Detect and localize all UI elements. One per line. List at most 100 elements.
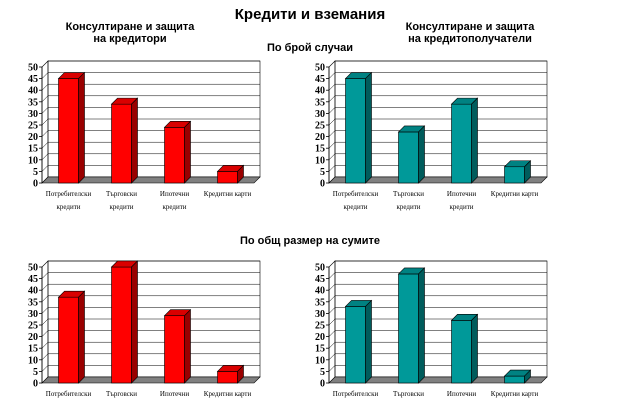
- bar-front: [504, 166, 525, 184]
- bar-front: [58, 296, 79, 384]
- bar-front: [504, 375, 525, 384]
- bar-side: [237, 364, 244, 384]
- bar-side: [237, 164, 244, 184]
- y-tick-label: 0: [320, 379, 325, 390]
- bar: [397, 125, 426, 184]
- bar: [503, 369, 532, 384]
- bar-front: [398, 131, 419, 184]
- y-tick-label: 10: [315, 155, 325, 166]
- gridline-side: [41, 165, 49, 172]
- sum-subtitle: По общ размер на сумите: [239, 235, 381, 247]
- x-tick-label: Кредитни карти: [204, 190, 252, 198]
- gridline-side: [328, 118, 336, 126]
- bar: [397, 267, 426, 384]
- gridline-side: [328, 130, 336, 137]
- bar-side: [184, 120, 191, 184]
- bar-front: [111, 266, 132, 384]
- gridline-side: [41, 95, 49, 102]
- bar-front: [111, 103, 132, 184]
- y-tick-label: 15: [28, 344, 38, 355]
- gridline-side: [41, 342, 49, 349]
- y-tick-label: 5: [33, 167, 38, 178]
- bar: [450, 313, 479, 384]
- gridline-side: [41, 330, 49, 337]
- y-tick-label: 40: [28, 286, 38, 297]
- y-tick-label: 25: [28, 121, 38, 132]
- x-tick-label: Търговски: [393, 390, 424, 398]
- x-tick-label: кредити: [396, 203, 420, 211]
- gridline-side: [328, 142, 336, 149]
- bar-front: [345, 306, 366, 384]
- bar-side: [131, 260, 138, 384]
- bar-front: [164, 315, 185, 384]
- y-tick-label: 40: [315, 286, 325, 297]
- x-tick-label: Потребителски: [46, 190, 92, 198]
- gridline-side: [328, 272, 336, 279]
- y-tick-label: 40: [28, 86, 38, 97]
- x-tick-label: Потребителски: [46, 390, 92, 398]
- y-tick-label: 45: [315, 274, 325, 285]
- bar-side: [418, 267, 425, 384]
- y-tick-label: 10: [28, 155, 38, 166]
- bar: [163, 120, 192, 184]
- gridline-side: [328, 107, 336, 114]
- y-tick-label: 35: [28, 97, 38, 108]
- y-tick-label: 30: [315, 109, 325, 120]
- gridline-side: [328, 95, 336, 102]
- x-tick-label: Търговски: [393, 190, 424, 198]
- y-tick-label: 25: [315, 321, 325, 332]
- bar-side: [471, 313, 478, 384]
- y-tick-label: 45: [315, 74, 325, 85]
- y-tick-label: 30: [315, 309, 325, 320]
- y-tick-label: 0: [33, 379, 38, 390]
- y-tick-label: 20: [315, 132, 325, 143]
- x-tick-label: Потребителски: [333, 190, 379, 198]
- bar-front: [451, 103, 472, 184]
- y-tick-label: 30: [28, 309, 38, 320]
- bar-front: [217, 371, 238, 384]
- gridline-side: [41, 295, 49, 302]
- x-tick-label: кредити: [109, 203, 133, 211]
- y-tick-label: 20: [315, 332, 325, 343]
- bar: [503, 160, 532, 184]
- gridline-side: [41, 118, 49, 126]
- bar: [110, 97, 139, 184]
- y-tick-label: 15: [315, 344, 325, 355]
- x-tick-label: кредити: [56, 203, 80, 211]
- x-tick-label: Ипотечни: [447, 390, 476, 398]
- y-tick-label: 5: [33, 367, 38, 378]
- left-column-heading: Консултиране и защита на кредитори: [30, 21, 230, 45]
- bar-side: [471, 97, 478, 184]
- gridline-side: [41, 272, 49, 279]
- gridline-side: [41, 318, 49, 326]
- y-tick-label: 10: [315, 355, 325, 366]
- gridline-side: [328, 307, 336, 314]
- x-tick-label: кредити: [449, 203, 473, 211]
- gridline-side: [41, 353, 49, 360]
- bar-side: [524, 160, 531, 184]
- x-tick-label: Кредитни карти: [204, 390, 252, 398]
- bar-side: [418, 125, 425, 184]
- bar-front: [217, 171, 238, 184]
- gridline-side: [328, 165, 336, 172]
- y-tick-label: 35: [315, 97, 325, 108]
- bar: [344, 299, 373, 384]
- x-tick-label: Ипотечни: [160, 190, 189, 198]
- right-heading-line-2: на кредитополучатели: [408, 33, 532, 45]
- bar-side: [78, 71, 85, 184]
- y-tick-label: 50: [28, 263, 38, 274]
- bar-side: [131, 97, 138, 184]
- x-tick-label: кредити: [162, 203, 186, 211]
- right-heading-line-1: Консултиране и защита: [405, 21, 535, 33]
- gridline-side: [41, 130, 49, 137]
- x-tick-label: Търговски: [106, 190, 137, 198]
- x-tick-label: Търговски: [106, 390, 137, 398]
- bar: [216, 164, 245, 184]
- y-tick-label: 10: [28, 355, 38, 366]
- gridline-side: [328, 295, 336, 302]
- y-tick-label: 0: [33, 179, 38, 190]
- bar-front: [58, 78, 79, 184]
